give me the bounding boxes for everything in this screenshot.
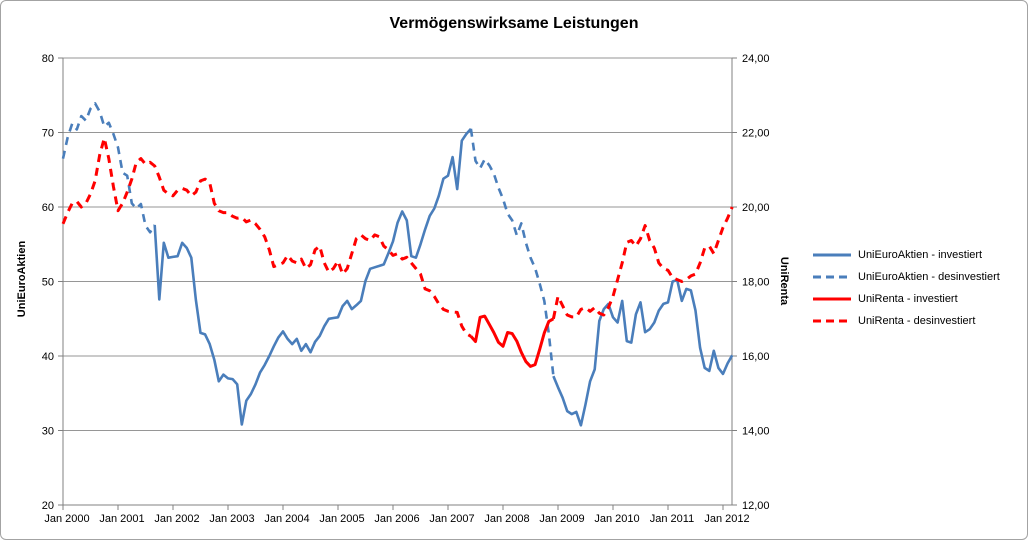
chart-title: Vermögenswirksame Leistungen <box>389 15 639 32</box>
left-axis-title: UniEuroAktien <box>16 240 28 318</box>
left-axis-tick-label: 20 <box>42 500 54 512</box>
x-axis-tick-label: Jan 2002 <box>154 513 199 525</box>
series-unieuroaktien-solid[interactable] <box>153 127 472 426</box>
legend-item[interactable]: UniRenta - investiert <box>813 288 1000 310</box>
legend-line-sample <box>813 297 851 301</box>
x-axis-tick-label: Jan 2007 <box>429 513 474 525</box>
left-axis-tick-label: 40 <box>42 351 54 363</box>
right-axis-tick-label: 14,00 <box>742 426 770 438</box>
right-axis-tick-label: 16,00 <box>742 351 770 363</box>
x-axis-tick-label: Jan 2012 <box>704 513 749 525</box>
right-axis-tick-label: 18,00 <box>742 277 770 289</box>
x-axis-tick-label: Jan 2009 <box>539 513 584 525</box>
series-unieuroaktien-dashed[interactable] <box>469 128 555 377</box>
x-axis-tick-label: Jan 2008 <box>484 513 529 525</box>
x-axis-tick-label: Jan 2000 <box>44 513 89 525</box>
left-axis-tick-label: 30 <box>42 426 54 438</box>
series-unirenta-solid[interactable] <box>469 314 555 368</box>
series-unieuroaktien-solid[interactable] <box>552 278 734 427</box>
legend-item-label: UniRenta - investiert <box>858 293 958 305</box>
legend-item[interactable]: UniEuroAktien - desinvestiert <box>813 266 1000 288</box>
left-axis-tick-label: 80 <box>42 53 54 65</box>
left-axis-tick-label: 60 <box>42 202 54 214</box>
legend-item-label: UniEuroAktien - desinvestiert <box>858 271 1000 283</box>
legend-item-label: UniEuroAktien - investiert <box>858 249 983 261</box>
legend-item[interactable]: UniEuroAktien - investiert <box>813 244 1000 266</box>
right-axis-title: UniRenta <box>778 256 790 306</box>
legend-line-sample <box>813 319 851 323</box>
legend-line-sample <box>813 275 851 279</box>
series-unieuroaktien-dashed[interactable] <box>61 102 156 234</box>
x-axis-tick-label: Jan 2003 <box>209 513 254 525</box>
legend: UniEuroAktien - investiert UniEuroAktien … <box>813 244 1000 332</box>
x-axis-tick-label: Jan 2010 <box>594 513 639 525</box>
x-axis-tick-label: Jan 2004 <box>264 513 309 525</box>
left-axis-tick-label: 70 <box>42 128 54 140</box>
x-axis-tick-label: Jan 2011 <box>650 513 694 525</box>
x-axis-tick-label: Jan 2001 <box>99 513 144 525</box>
right-axis-tick-label: 22,00 <box>742 128 770 140</box>
x-axis-tick-label: Jan 2005 <box>319 513 364 525</box>
right-axis-tick-label: 12,00 <box>742 500 770 512</box>
series-unirenta-dashed[interactable] <box>551 206 734 320</box>
x-axis-tick-label: Jan 2006 <box>374 513 419 525</box>
right-axis-tick-label: 24,00 <box>742 53 770 65</box>
legend-item-label: UniRenta - desinvestiert <box>858 315 976 327</box>
right-axis-tick-label: 20,00 <box>742 202 770 214</box>
legend-item[interactable]: UniRenta - desinvestiert <box>813 310 1000 332</box>
legend-line-sample <box>813 253 851 257</box>
left-axis-tick-label: 50 <box>42 277 54 289</box>
series-unirenta-dashed[interactable] <box>61 136 472 338</box>
